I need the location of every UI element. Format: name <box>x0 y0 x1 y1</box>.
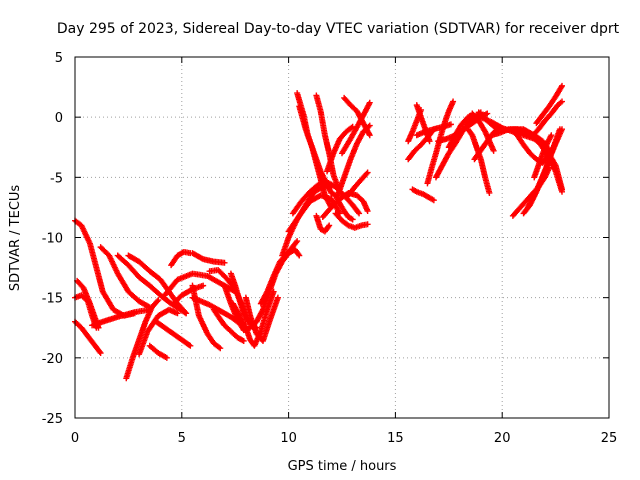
x-axis-label: GPS time / hours <box>288 459 397 474</box>
data-point <box>548 132 555 139</box>
data-point <box>187 342 194 349</box>
data-point <box>450 98 457 105</box>
data-point <box>430 197 437 204</box>
data-series <box>168 248 194 269</box>
data-point <box>364 221 371 228</box>
data-point <box>349 216 356 223</box>
x-tick-label: 0 <box>71 431 79 446</box>
data-series <box>533 82 566 127</box>
data-series <box>296 103 335 211</box>
data-series <box>332 210 371 231</box>
data-point <box>556 126 563 133</box>
data-series <box>153 318 194 349</box>
data-series <box>97 244 153 311</box>
data-series <box>210 306 247 344</box>
data-series <box>146 342 170 361</box>
data-point <box>484 110 491 117</box>
data-series <box>413 102 433 145</box>
data-point <box>559 82 566 89</box>
data-series <box>324 123 356 175</box>
data-point <box>363 170 370 177</box>
data-point <box>217 345 224 352</box>
y-tick-label: -15 <box>42 292 63 307</box>
data-point <box>221 259 228 266</box>
data-point <box>366 99 373 106</box>
data-point <box>325 223 332 230</box>
chart-title: Day 295 of 2023, Sidereal Day-to-day VTE… <box>57 21 620 37</box>
data-point <box>348 124 355 131</box>
x-tick-label: 15 <box>387 431 404 446</box>
data-point <box>155 297 162 304</box>
x-tick-label: 10 <box>280 431 297 446</box>
data-series <box>242 294 281 344</box>
data-point <box>366 132 373 139</box>
data-point <box>486 189 493 196</box>
data-point <box>295 251 302 258</box>
y-tick-label: -5 <box>50 171 63 186</box>
data-point <box>97 350 104 357</box>
data-series <box>313 212 333 235</box>
data-series <box>465 126 493 196</box>
data-series <box>189 250 228 266</box>
data-point <box>326 222 333 229</box>
data-point <box>426 138 433 145</box>
data-series <box>345 169 371 199</box>
data-point <box>490 147 497 154</box>
data-point <box>559 98 566 105</box>
plot-frame <box>74 56 610 419</box>
data-point <box>183 310 190 317</box>
y-tick-label: -25 <box>42 412 63 427</box>
data-series <box>524 126 563 211</box>
data-point <box>274 294 281 301</box>
data-series <box>531 132 555 181</box>
y-tick-label: -20 <box>42 352 63 367</box>
data-point <box>96 348 103 355</box>
data-point <box>200 282 207 289</box>
data-series <box>189 282 224 352</box>
data-point <box>293 239 300 246</box>
data-point <box>497 123 504 130</box>
data-point <box>296 252 303 259</box>
data-point <box>174 310 181 317</box>
data-point <box>239 337 246 344</box>
y-tick-label: -10 <box>42 232 63 247</box>
data-point <box>182 309 189 316</box>
data-series <box>529 98 566 140</box>
data-series <box>257 238 301 307</box>
data-series <box>339 99 373 157</box>
data-point <box>294 238 301 245</box>
data-point <box>186 341 193 348</box>
data-point <box>559 188 566 195</box>
data-series <box>341 94 373 139</box>
data-series <box>409 186 437 204</box>
data-series <box>230 288 277 349</box>
axis-tick-labels: 0 5 10 15 20 25 -25 -20 -15 -10 -5 0 5 <box>42 51 618 446</box>
data-point <box>447 121 454 128</box>
data-point <box>355 209 362 216</box>
data-point <box>215 344 222 351</box>
y-tick-label: 5 <box>55 51 63 66</box>
data-point <box>240 337 247 344</box>
x-tick-label: 20 <box>494 431 511 446</box>
data-series <box>136 306 181 358</box>
x-tick-label: 25 <box>601 431 618 446</box>
data-point <box>154 298 161 305</box>
data-point <box>364 169 371 176</box>
data-series <box>125 252 190 317</box>
data-point <box>364 208 371 215</box>
data-point <box>356 210 363 217</box>
x-tick-label: 5 <box>178 431 186 446</box>
data-marks <box>72 82 566 382</box>
y-axis-label: SDTVAR / TECUs <box>8 185 23 292</box>
data-series <box>72 318 104 357</box>
data-point <box>163 354 170 361</box>
y-tick-label: 0 <box>55 111 63 126</box>
data-series <box>253 246 303 325</box>
grid <box>75 57 609 418</box>
data-series <box>123 297 162 382</box>
data-series <box>74 277 102 331</box>
